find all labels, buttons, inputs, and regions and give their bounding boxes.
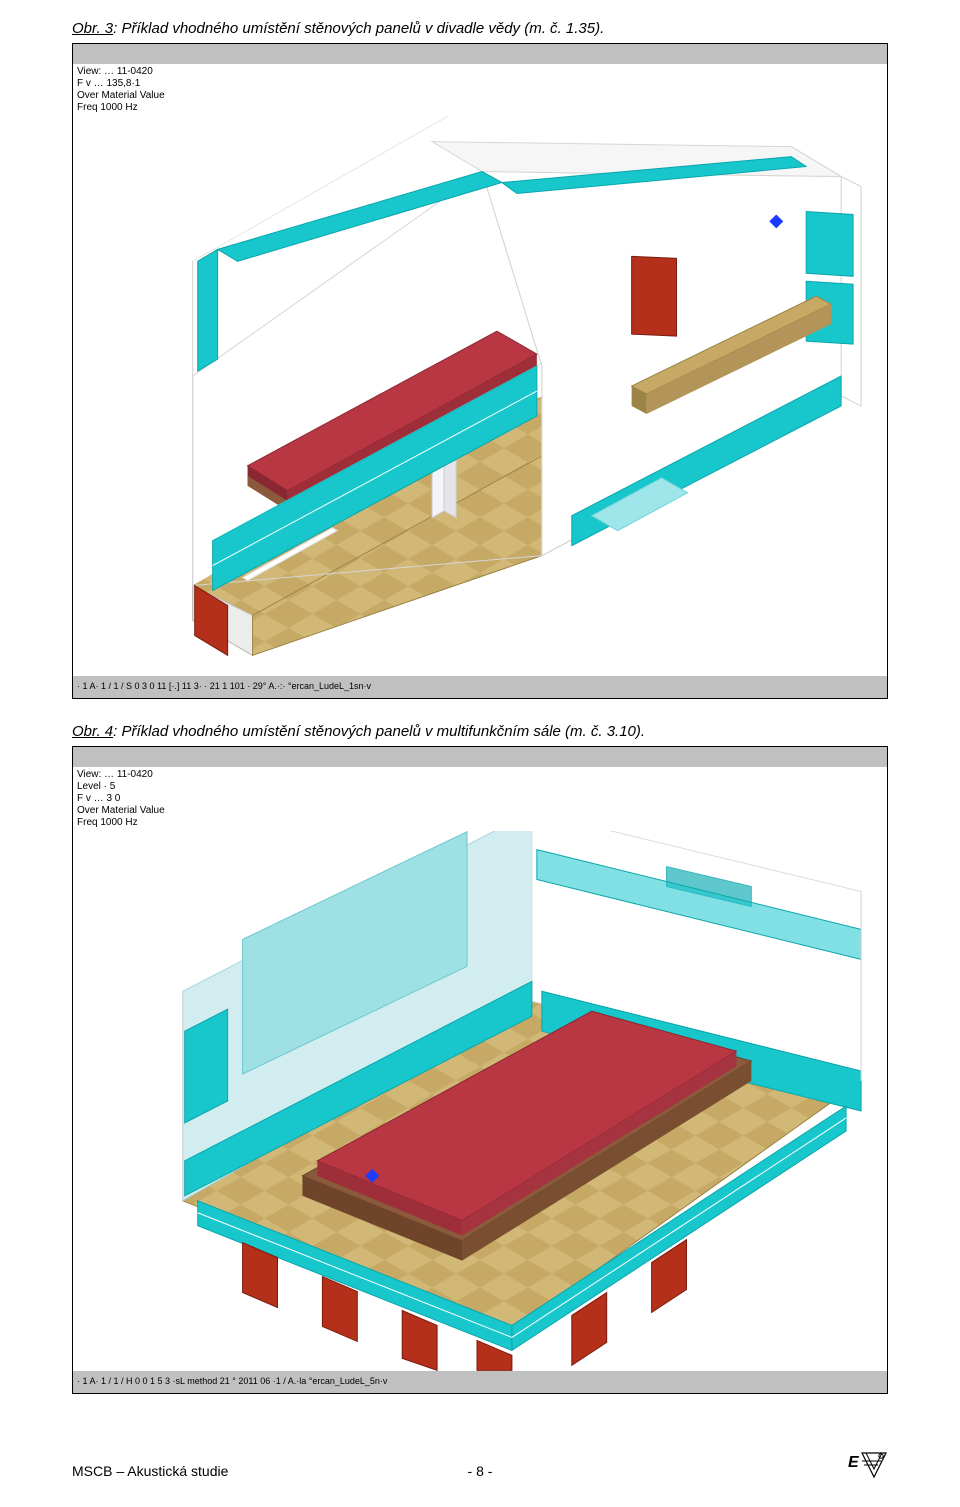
figure2-meta-line: Level · 5 — [77, 781, 883, 793]
figure1-box: View: … 11-0420 F v … 135,8·1 Over Mater… — [72, 43, 888, 699]
figure2-caption-prefix: Obr. 4 — [72, 723, 113, 740]
figure1-meta-line: Over Material Value — [77, 90, 883, 102]
figure1-topbar — [73, 44, 887, 64]
figure2-statusbar: · 1 A· 1 / 1 / H 0 0 1 5 3 ·sL method 21… — [73, 1371, 887, 1393]
footer-page-number: - 8 - — [468, 1463, 493, 1479]
figure1-statusbar: · 1 A· 1 / 1 / S 0 3 0 11 [·.] 11 3· · 2… — [73, 676, 887, 698]
figure1-meta-line: F v … 135,8·1 — [77, 78, 883, 90]
figure2-3d-svg — [73, 831, 887, 1371]
figure2-status-text: · 1 A· 1 / 1 / H 0 0 1 5 3 ·sL method 21… — [77, 1376, 387, 1386]
figure1-caption-rest: : Příklad vhodného umístění stěnových pa… — [113, 20, 604, 37]
figure2-box: View: … 11-0420 Level · 5 F v … 3 0 Over… — [72, 746, 888, 1394]
figure2-meta-line: F v … 3 0 — [77, 793, 883, 805]
figure2-topbar — [73, 747, 887, 767]
figure2-meta-line: Freq 1000 Hz — [77, 817, 883, 829]
figure1-render — [73, 116, 887, 676]
figure2-meta-line: View: … 11-0420 — [77, 769, 883, 781]
figure1-caption: Obr. 3: Příklad vhodného umístění stěnov… — [72, 20, 888, 37]
figure1-meta-line: View: … 11-0420 — [77, 66, 883, 78]
figure1-meta-line: Freq 1000 Hz — [77, 102, 883, 114]
footer-logo-icon: E — [848, 1451, 888, 1479]
page-footer: MSCB – Akustická studie - 8 - E — [72, 1451, 888, 1479]
figure2-meta: View: … 11-0420 Level · 5 F v … 3 0 Over… — [73, 767, 887, 831]
figure1-3d-svg — [73, 116, 887, 676]
svg-text:E: E — [848, 1454, 860, 1471]
figure1-meta: View: … 11-0420 F v … 135,8·1 Over Mater… — [73, 64, 887, 116]
figure2-render — [73, 831, 887, 1371]
figure1-caption-prefix: Obr. 3 — [72, 20, 113, 37]
figure2-caption-rest: : Příklad vhodného umístění stěnových pa… — [113, 723, 645, 740]
figure2-caption: Obr. 4: Příklad vhodného umístění stěnov… — [72, 723, 888, 740]
figure1-status-text: · 1 A· 1 / 1 / S 0 3 0 11 [·.] 11 3· · 2… — [77, 681, 371, 691]
figure2-meta-line: Over Material Value — [77, 805, 883, 817]
footer-left: MSCB – Akustická studie — [72, 1463, 228, 1479]
